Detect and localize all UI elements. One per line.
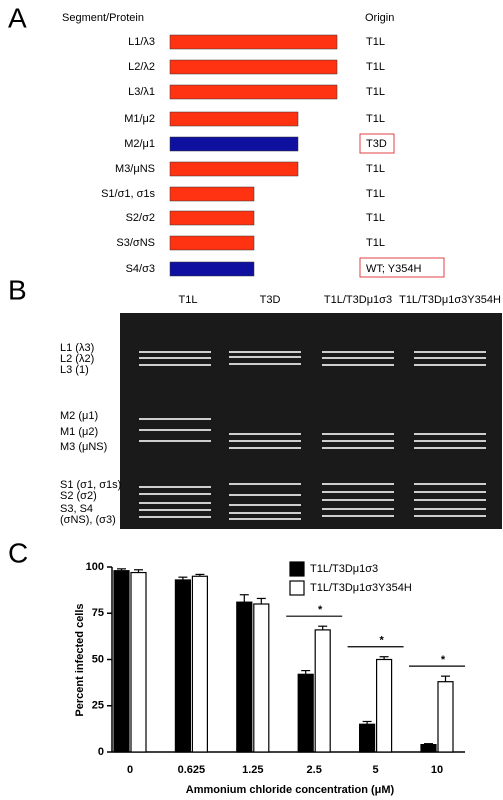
lane-label: T1L (179, 294, 198, 306)
panel-label: B (8, 274, 27, 305)
segment-label: M3/μNS (115, 163, 155, 175)
bar (191, 575, 208, 753)
segment-bar (169, 84, 338, 100)
origin-label: T1L (366, 36, 385, 48)
origin-label: T1L (366, 86, 385, 98)
segment-bar (169, 136, 299, 152)
origin-label: T1L (366, 163, 385, 175)
origin-label: WT; Y354H (366, 263, 421, 275)
origin-label: T1L (366, 212, 385, 224)
lane-label: T3D (260, 294, 281, 306)
y-tick-label: 0 (98, 746, 104, 758)
band-label: (σNS), (σ3) (60, 514, 116, 526)
panel-label: C (8, 537, 28, 568)
segment-bar (169, 261, 255, 277)
origin-label: T3D (366, 138, 387, 150)
segment-label: S1/σ1, σ1s (101, 188, 155, 200)
segment-label: S2/σ2 (126, 212, 155, 224)
legend-swatch (289, 561, 305, 577)
segment-bar (169, 161, 299, 177)
origin-label: T1L (366, 61, 385, 73)
bar (420, 743, 437, 753)
x-tick-label: 1.25 (242, 764, 263, 776)
x-tick-label: 10 (431, 764, 443, 776)
y-tick-label: 25 (92, 700, 104, 712)
band-label: S2 (σ2) (60, 490, 97, 502)
band-label: M1 (μ2) (60, 426, 98, 438)
band-label: M2 (μ1) (60, 410, 98, 422)
band-label: S3, S4 (60, 503, 93, 515)
highlight-box (359, 257, 445, 278)
segment-label: S4/σ3 (126, 263, 155, 275)
origin-label: T1L (366, 113, 385, 125)
bar (297, 673, 314, 753)
y-tick-label: 50 (92, 653, 104, 665)
bar (113, 570, 130, 753)
band-label: M3 (μNS) (60, 441, 107, 453)
legend-swatch (289, 580, 305, 596)
segment-label: M2/μ1 (124, 138, 155, 150)
segment-label: L3/λ1 (128, 86, 155, 98)
bar (253, 603, 270, 753)
bar (236, 601, 253, 753)
header: Segment/Protein (62, 12, 144, 24)
segment-label: M1/μ2 (124, 113, 155, 125)
segment-bar (169, 235, 255, 251)
y-tick-label: 100 (86, 561, 104, 573)
significance-mark: * (379, 635, 384, 647)
x-tick-label: 0.625 (178, 764, 206, 776)
origin-label: T1L (366, 188, 385, 200)
lane-label: T1L/T3Dμ1σ3Y354H (399, 294, 501, 306)
segment-bar (169, 34, 338, 50)
highlight-box (359, 133, 395, 154)
bar (359, 723, 376, 753)
x-tick-label: 0 (127, 764, 133, 776)
gel-bands: T1L T3D T1L/T3Dμ1σ3 T1L/T3Dμ1σ3Y354H L1 (λ3)… (60, 294, 501, 526)
x-axis-label: Ammonium chloride concentration (μM) (186, 784, 395, 796)
band-label: L1 (λ3) (60, 342, 94, 354)
significance-mark: * (441, 654, 446, 666)
segment-bar (169, 186, 255, 202)
lane-label: T1L/T3Dμ1σ3 (324, 294, 392, 306)
band-label: L2 (λ2) (60, 353, 94, 365)
band-label: S1 (σ1, σ1s) (60, 479, 121, 491)
significance-mark: * (318, 604, 323, 616)
bar (130, 571, 147, 753)
gel (120, 313, 502, 529)
y-tick-label: 75 (92, 607, 104, 619)
segment-bar (169, 210, 255, 226)
bar (174, 579, 191, 753)
segment-table: L1/λ3 T1L L2/λ2 T1L L3/λ1 T1L M1/μ2 T1L M2/μ1 T3D… (101, 34, 421, 277)
y-axis-label: Percent infected cells (74, 603, 86, 716)
bar (314, 629, 331, 753)
band-label: L3 (1) (60, 364, 89, 376)
bar (437, 681, 454, 753)
panel-label: A (8, 2, 27, 33)
segment-label: S3/σNS (116, 237, 155, 249)
segment-bar (169, 59, 338, 75)
segment-label: L1/λ3 (128, 36, 155, 48)
segment-bar (169, 111, 299, 127)
bar (376, 658, 393, 753)
segment-label: L2/λ2 (128, 61, 155, 73)
x-tick-label: 2.5 (307, 764, 322, 776)
legend-label: T1L/T3Dμ1σ3Y354H (310, 582, 412, 594)
legend-label: T1L/T3Dμ1σ3 (310, 563, 378, 575)
origin-label: T1L (366, 237, 385, 249)
header: Origin (365, 12, 394, 24)
x-tick-label: 5 (373, 764, 379, 776)
